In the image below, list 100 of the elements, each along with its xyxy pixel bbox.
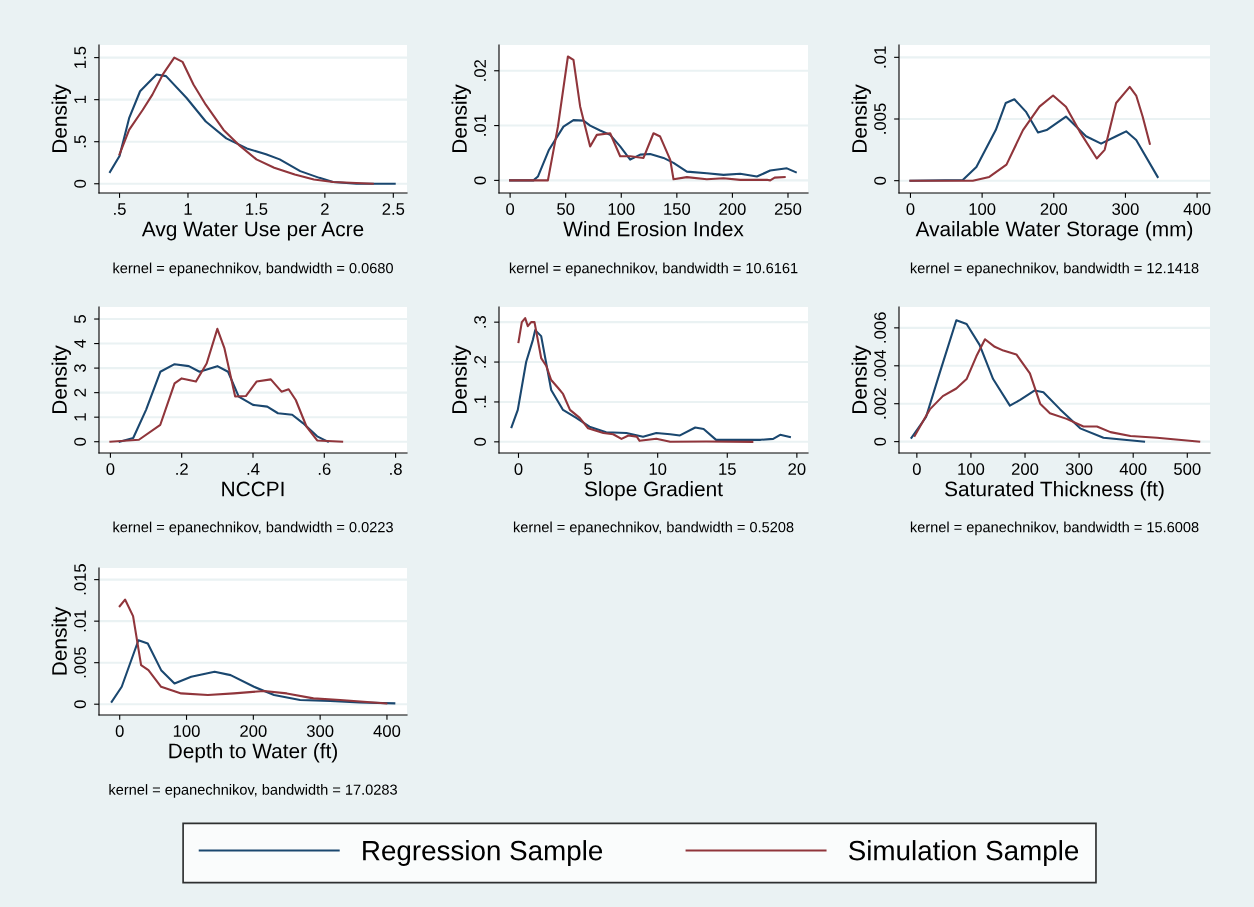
text: kernel = epanechnikov, bandwidth = 12.1418 xyxy=(910,262,1199,277)
y-tick-label: .1 xyxy=(474,395,486,408)
y-tick-label: 0 xyxy=(74,437,86,446)
x-tick-label: 100 xyxy=(969,203,996,215)
x-tick-label: 100 xyxy=(173,725,200,737)
text: kernel = epanechnikov, bandwidth = 17.0283 xyxy=(109,784,397,798)
line-series xyxy=(118,598,388,705)
y-tick-label: 0 xyxy=(874,437,886,446)
x-tick-label: 0 xyxy=(912,463,921,475)
legend-label: Simulation Sample xyxy=(848,840,1079,866)
y-tick-label: .01 xyxy=(74,610,86,632)
line-series xyxy=(510,329,791,441)
x-tick-label: 300 xyxy=(1065,463,1093,475)
y-axis-title: Density xyxy=(451,345,471,414)
y-tick-label: 1 xyxy=(74,95,86,104)
legend-label: Regression Sample xyxy=(363,840,603,866)
x-axis-title: Available Water Storage (mm) xyxy=(915,221,1193,241)
y-tick-label: 1 xyxy=(74,413,86,421)
y-tick-label: 0 xyxy=(474,176,486,185)
y-tick-label: 1.5 xyxy=(74,46,86,68)
text: kernel = epanechnikov, bandwidth = 0.5208 xyxy=(513,521,794,536)
line-series xyxy=(909,85,1151,182)
x-tick-label: 2 xyxy=(321,203,329,215)
x-tick-label: .4 xyxy=(247,463,260,475)
x-tick-label: 0 xyxy=(514,463,523,475)
y-tick-label: .005 xyxy=(874,103,886,134)
x-tick-label: 200 xyxy=(1040,203,1068,215)
line-series xyxy=(118,363,329,443)
x-tick-label: 0 xyxy=(115,725,124,737)
y-axis-title: Density xyxy=(451,84,471,153)
x-tick-label: 100 xyxy=(958,463,985,475)
x-tick-label: 300 xyxy=(306,725,334,737)
x-tick-label: 300 xyxy=(1112,203,1139,215)
line-series xyxy=(517,317,754,443)
x-tick-label: 1.5 xyxy=(246,203,268,215)
y-axis-title: Density xyxy=(51,606,71,675)
x-tick-label: .2 xyxy=(176,463,188,475)
y-tick-label: 0 xyxy=(474,437,486,446)
x-tick-label: 200 xyxy=(1011,463,1039,475)
y-tick-label: .004 xyxy=(874,350,886,381)
line-series xyxy=(913,338,1201,443)
x-axis-title: NCCPI xyxy=(222,481,284,497)
y-axis-title: Density xyxy=(851,84,871,153)
y-tick-label: .006 xyxy=(874,312,886,343)
x-axis-title: Avg Water Use per Acre xyxy=(141,221,364,241)
y-axis-title: Density xyxy=(51,84,71,153)
y-tick-label: .02 xyxy=(474,60,486,81)
x-tick-label: 10 xyxy=(649,463,667,475)
x-axis-title: Wind Erosion Index xyxy=(563,221,744,237)
y-axis-title: Density xyxy=(851,345,871,414)
x-tick-label: 500 xyxy=(1174,463,1201,475)
line-series xyxy=(109,327,344,443)
line-series xyxy=(108,73,396,185)
x-tick-label: 200 xyxy=(240,725,267,737)
y-tick-label: 0 xyxy=(74,179,86,188)
text: kernel = epanechnikov, bandwidth = 0.0223 xyxy=(113,521,393,536)
x-tick-label: .5 xyxy=(114,203,126,215)
y-tick-label: 3 xyxy=(74,364,86,373)
y-tick-label: .3 xyxy=(474,315,486,328)
line-series xyxy=(509,55,786,182)
x-tick-label: 20 xyxy=(788,463,806,475)
y-tick-label: .015 xyxy=(74,564,86,595)
y-tick-label: 4 xyxy=(74,339,86,348)
x-tick-label: 0 xyxy=(506,203,515,215)
y-tick-label: 0 xyxy=(74,700,86,709)
x-tick-label: 0 xyxy=(906,203,915,215)
x-axis-title: Slope Gradient xyxy=(584,481,723,501)
text: kernel = epanechnikov, bandwidth = 0.0680 xyxy=(113,262,393,277)
line-series xyxy=(118,56,374,185)
x-tick-label: 400 xyxy=(1183,203,1211,215)
x-tick-label: 15 xyxy=(719,463,736,475)
y-tick-label: .5 xyxy=(74,135,86,148)
y-tick-label: .005 xyxy=(74,647,86,678)
x-axis-title: Saturated Thickness (ft) xyxy=(945,481,1164,501)
x-tick-label: 100 xyxy=(608,203,635,215)
x-tick-label: 250 xyxy=(774,203,802,215)
x-tick-label: 400 xyxy=(373,725,401,737)
x-tick-label: 400 xyxy=(1119,463,1147,475)
x-tick-label: 2.5 xyxy=(382,203,405,215)
x-tick-label: 200 xyxy=(719,203,746,215)
x-tick-label: 0 xyxy=(106,463,115,475)
x-tick-label: 50 xyxy=(557,203,575,215)
y-tick-label: 5 xyxy=(74,315,86,323)
line-series xyxy=(110,639,396,705)
y-axis-title: Density xyxy=(51,345,71,414)
x-axis-title: Depth to Water (ft) xyxy=(169,743,337,763)
x-tick-label: .8 xyxy=(390,463,402,475)
y-tick-label: 2 xyxy=(74,388,86,397)
y-tick-label: .002 xyxy=(874,388,886,419)
x-tick-label: 150 xyxy=(664,203,691,215)
line-series xyxy=(910,319,1146,443)
text: kernel = epanechnikov, bandwidth = 15.6008 xyxy=(910,521,1199,536)
x-tick-label: 1 xyxy=(184,203,192,215)
x-tick-label: .6 xyxy=(318,463,331,475)
x-tick-label: 5 xyxy=(584,463,593,475)
y-tick-label: 0 xyxy=(874,176,886,185)
y-tick-label: .2 xyxy=(474,355,486,368)
text: kernel = epanechnikov, bandwidth = 10.6161 xyxy=(509,262,798,277)
y-tick-label: .01 xyxy=(874,46,886,68)
y-tick-label: .01 xyxy=(474,114,486,136)
